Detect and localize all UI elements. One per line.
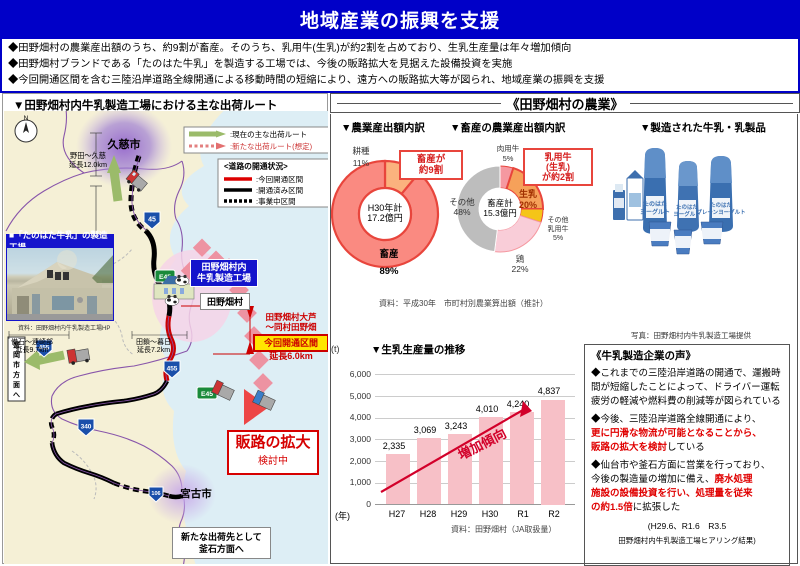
svg-text:ヨーグルト: ヨーグルト [640, 208, 670, 216]
svg-text:17.2億円: 17.2億円 [367, 212, 403, 223]
svg-text:肉用牛: 肉用牛 [497, 143, 520, 153]
svg-text:たのはた: たのはた [710, 202, 732, 209]
svg-text:へ: へ [13, 392, 20, 399]
svg-text:その他: その他 [548, 215, 569, 224]
svg-text:面: 面 [13, 381, 20, 389]
svg-text:5%: 5% [553, 235, 563, 242]
svg-text:89%: 89% [379, 266, 399, 277]
svg-text::現在の主な出荷ルート: :現在の主な出荷ルート [230, 129, 307, 139]
svg-text:22%: 22% [511, 264, 528, 274]
svg-text:畜産計: 畜産計 [487, 198, 513, 208]
svg-text:45: 45 [148, 217, 156, 224]
svg-text:たのはた: たのはた [676, 204, 698, 211]
svg-text:15.3億円: 15.3億円 [483, 208, 517, 218]
svg-text:H30年計: H30年計 [368, 202, 403, 213]
svg-text::開通済み区間: :開通済み区間 [256, 185, 303, 195]
svg-text:その他: その他 [449, 197, 475, 207]
svg-text::今回開通区間: :今回開通区間 [256, 174, 303, 184]
svg-text:<道路の開通状況>: <道路の開通状況> [224, 161, 288, 171]
svg-text:48%: 48% [453, 207, 470, 217]
svg-text:プレーンヨーグルト: プレーンヨーグルト [696, 208, 745, 216]
svg-text:市: 市 [13, 360, 20, 369]
svg-text:455: 455 [167, 366, 178, 373]
svg-text:106: 106 [151, 491, 160, 497]
svg-text::新たな出荷ルート(想定): :新たな出荷ルート(想定) [230, 141, 313, 151]
svg-text:久慈市: 久慈市 [108, 137, 141, 151]
svg-text:N: N [24, 115, 29, 122]
svg-text:20%: 20% [519, 200, 537, 210]
svg-text:方: 方 [13, 370, 20, 379]
svg-text:乳用牛: 乳用牛 [548, 224, 569, 233]
svg-text:宮古市: 宮古市 [180, 487, 212, 500]
svg-text:畜産: 畜産 [379, 248, 399, 260]
svg-text:5%: 5% [503, 154, 514, 163]
svg-text:11%: 11% [353, 158, 370, 168]
svg-text::事業中区間: :事業中区間 [256, 196, 296, 206]
svg-text:340: 340 [81, 424, 92, 431]
svg-text:耕種: 耕種 [352, 146, 370, 156]
svg-text:生乳: 生乳 [519, 188, 537, 199]
svg-text:鶏: 鶏 [516, 254, 525, 264]
svg-text:たのはた: たのはた [643, 201, 667, 208]
